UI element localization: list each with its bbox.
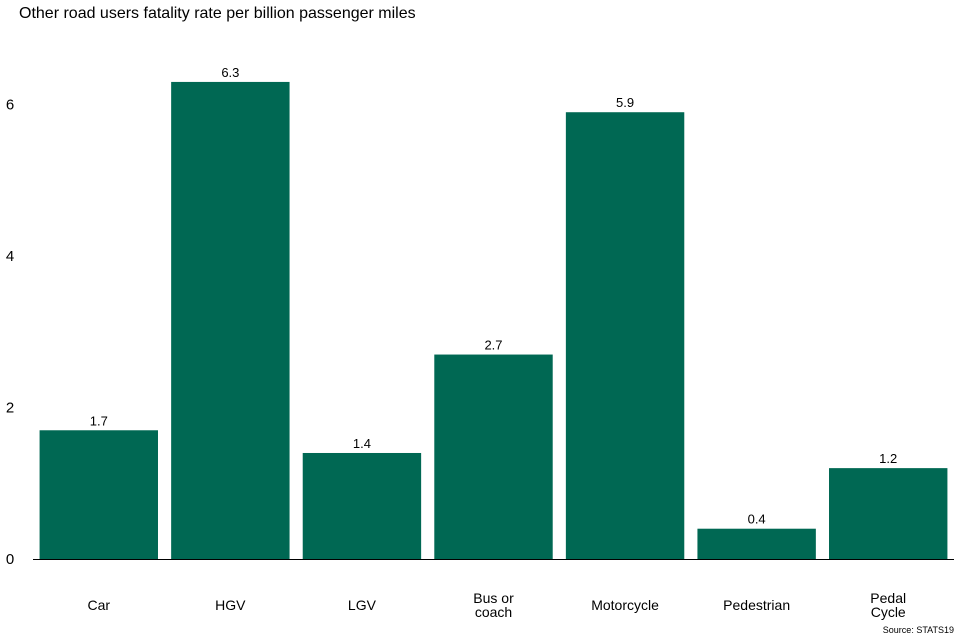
data-labels: 1.7 6.3 1.4 2.7 5.9 0.4 1.2 <box>90 65 898 527</box>
data-label: 0.4 <box>748 512 766 527</box>
bar <box>697 528 816 559</box>
y-tick-label: 2 <box>6 400 14 417</box>
bar <box>302 452 422 559</box>
data-label: 6.3 <box>221 65 239 80</box>
bar <box>565 112 685 559</box>
y-tick-label: 4 <box>6 248 14 265</box>
data-label: 1.2 <box>879 451 897 466</box>
bar <box>39 430 158 559</box>
y-axis: 0 2 4 6 <box>6 97 14 568</box>
x-tick-label: Car <box>88 597 111 613</box>
data-label: 1.7 <box>90 413 108 428</box>
x-tick-label: Motorcycle <box>591 597 659 613</box>
data-label: 2.7 <box>484 338 502 353</box>
x-tick-label: Pedal Cycle <box>870 590 906 620</box>
bar <box>171 81 290 559</box>
y-tick-label: 0 <box>6 551 14 568</box>
x-axis: Car HGV LGV Bus or coach Motorcycle Pedestrian… <box>88 590 907 620</box>
x-tick-label: HGV <box>215 597 246 613</box>
bar <box>829 468 948 559</box>
x-tick-label: LGV <box>348 597 377 613</box>
source-note: Source: STATS19 <box>882 625 954 635</box>
x-tick-label: Bus or coach <box>473 590 514 620</box>
x-tick-label: Pedestrian <box>723 597 790 613</box>
data-label: 5.9 <box>616 95 634 110</box>
bars <box>39 81 948 559</box>
bar <box>434 354 553 559</box>
chart-title: Other road users fatality rate per billi… <box>19 5 416 22</box>
data-label: 1.4 <box>353 436 371 451</box>
y-tick-label: 6 <box>6 97 14 114</box>
